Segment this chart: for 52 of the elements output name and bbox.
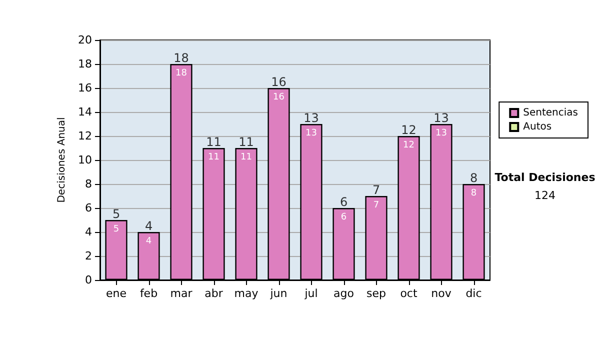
y-tick-label: 16 <box>78 82 92 94</box>
data-label: 4 <box>146 236 152 246</box>
x-tick-label: oct <box>400 287 418 300</box>
data-label: 11 <box>240 152 252 162</box>
x-tick-label: jun <box>269 287 288 300</box>
x-tick-label: may <box>234 287 259 300</box>
y-tick-label: 6 <box>85 202 92 214</box>
x-tick-label: sep <box>366 287 386 300</box>
y-tick-label: 18 <box>78 58 92 70</box>
total-label: 13 <box>434 111 449 125</box>
data-label: 13 <box>436 128 447 138</box>
x-tick-label: mar <box>170 287 193 300</box>
x-tick-label: jul <box>304 287 318 300</box>
data-label: 8 <box>470 188 477 198</box>
y-tick-label: 0 <box>85 274 92 286</box>
total-label: 13 <box>304 111 319 125</box>
data-label: 7 <box>373 200 380 210</box>
x-tick-label: ago <box>334 287 354 300</box>
total-label: 16 <box>271 75 286 89</box>
data-label: 5 <box>113 224 120 234</box>
total-label: 12 <box>401 123 416 137</box>
data-label: 11 <box>208 152 220 162</box>
data-label: 12 <box>403 140 414 150</box>
x-tick-label: ene <box>106 287 127 300</box>
y-tick-label: 20 <box>78 34 92 46</box>
y-tick-label: 14 <box>78 106 92 118</box>
y-axis-title: Decisiones Anual <box>56 117 68 203</box>
y-tick-label: 12 <box>78 130 92 142</box>
data-label: 13 <box>306 128 317 138</box>
y-tick-label: 8 <box>85 178 92 190</box>
y-tick-label: 4 <box>85 226 92 238</box>
data-label: 6 <box>340 212 347 222</box>
text: Total Decisiones <box>494 171 596 184</box>
legend-label: Sentencias <box>523 108 578 118</box>
x-tick-label: abr <box>204 287 224 300</box>
data-label: 16 <box>273 92 285 102</box>
total-label: 8 <box>470 171 478 185</box>
x-tick-label: nov <box>431 287 452 300</box>
y-tick-label: 2 <box>85 250 92 262</box>
total-label: 11 <box>238 135 254 149</box>
total-label: 11 <box>206 135 222 149</box>
total-label: 6 <box>340 195 348 209</box>
y-tick-label: 10 <box>78 154 92 166</box>
x-tick-label: dic <box>466 287 482 300</box>
x-tick-label: feb <box>140 287 158 300</box>
text: 124 <box>534 189 556 202</box>
total-label: 4 <box>144 219 153 233</box>
total-label: 18 <box>174 51 189 65</box>
legend-label: Autos <box>523 122 552 132</box>
data-label: 18 <box>176 68 188 78</box>
total-label: 7 <box>372 183 380 197</box>
total-label: 5 <box>112 207 120 221</box>
